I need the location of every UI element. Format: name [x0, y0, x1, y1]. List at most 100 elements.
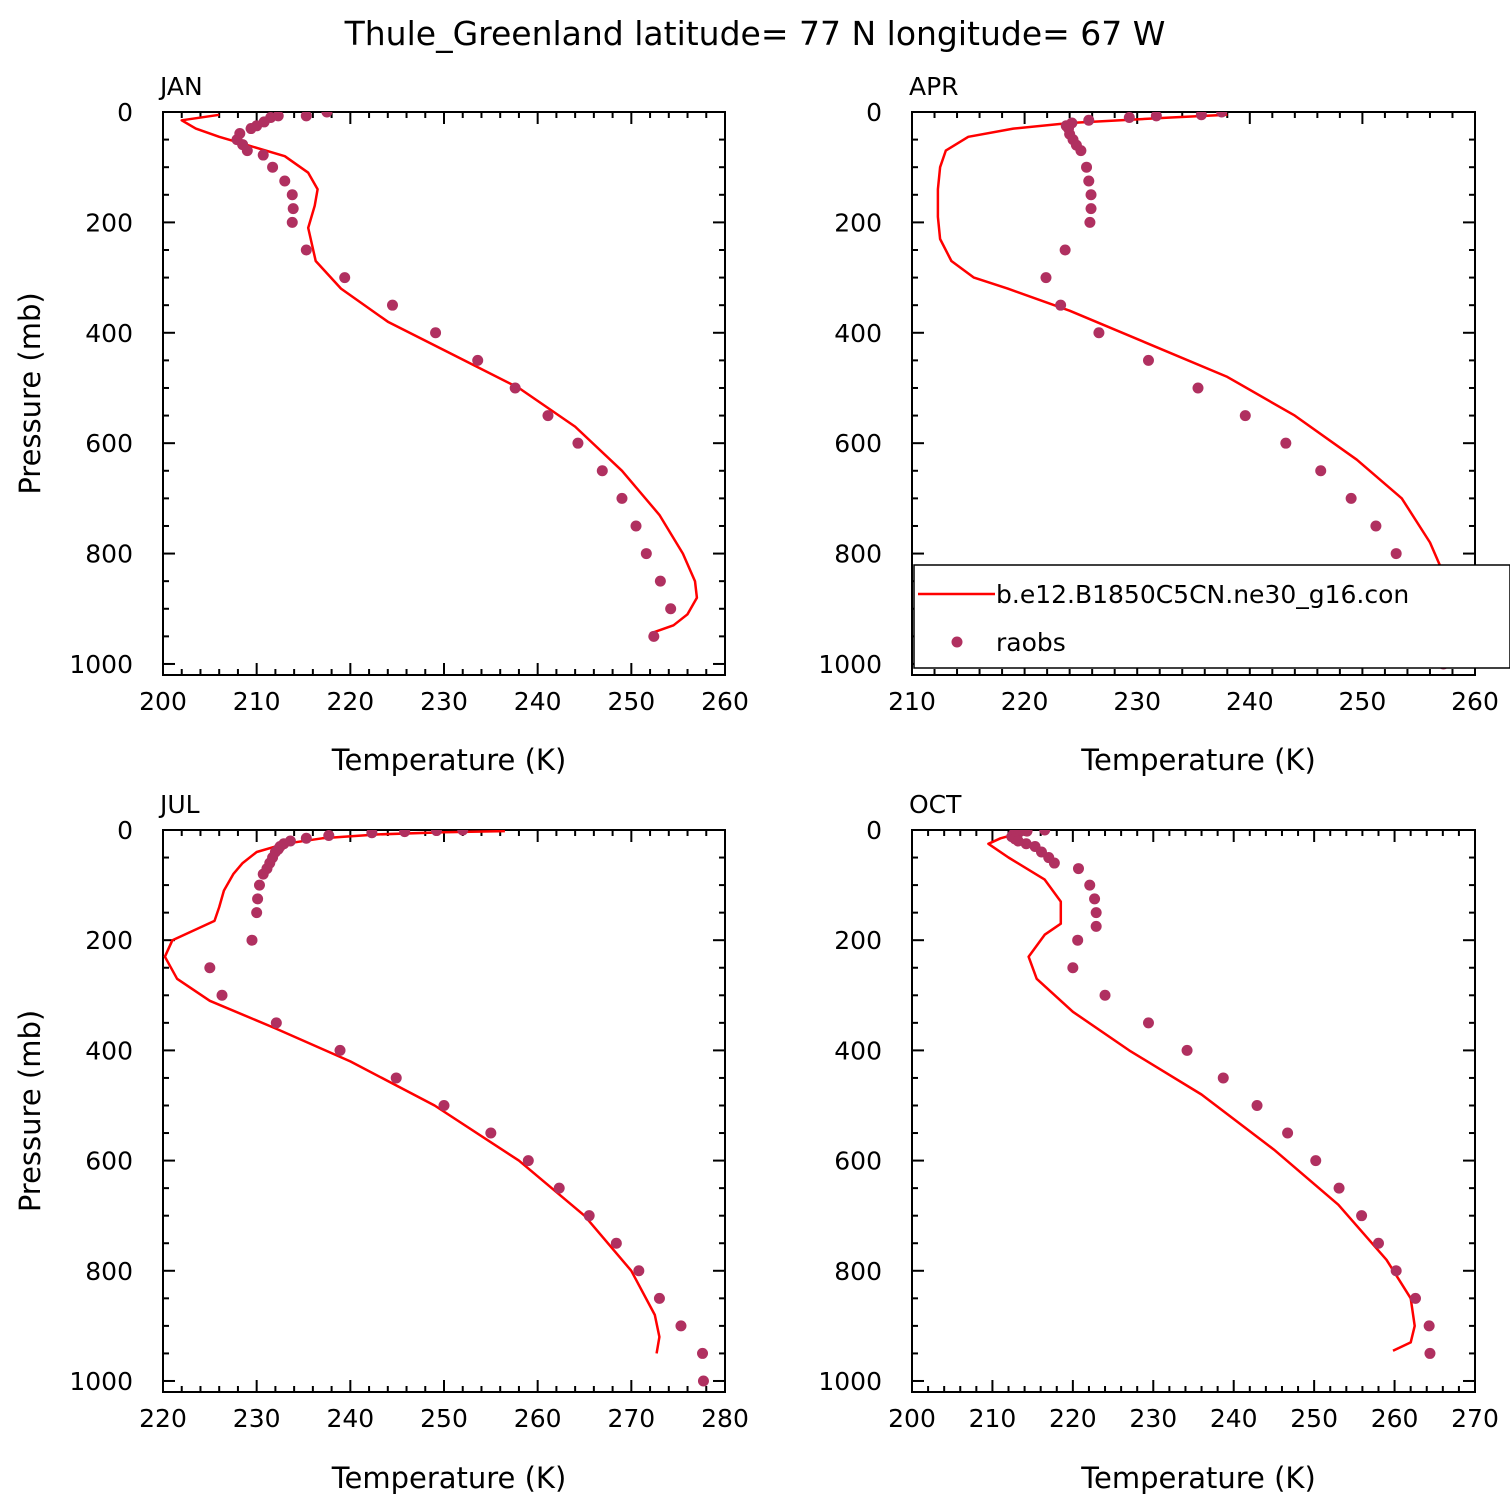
raobs-point	[1195, 112, 1207, 121]
raobs-point	[1084, 216, 1096, 228]
raobs-point	[1216, 112, 1228, 118]
y-tick-label: 800	[834, 1257, 882, 1286]
raobs-point	[1282, 1127, 1294, 1139]
data-layer	[987, 830, 1436, 1359]
y-tick-label: 1000	[69, 650, 133, 679]
raobs-point	[1217, 1072, 1229, 1084]
y-tick-label: 1000	[818, 1367, 882, 1396]
y-tick-label: 400	[834, 1036, 882, 1065]
plot-frame	[911, 111, 1476, 676]
y-axis-label: Pressure (mb)	[13, 292, 47, 494]
raobs-point	[216, 989, 228, 1001]
x-tick-label: 270	[607, 1404, 655, 1433]
x-tick-label: 230	[420, 687, 468, 716]
raobs-point	[553, 1182, 565, 1194]
y-tick-label: 800	[834, 540, 882, 569]
y-tick-label: 800	[85, 540, 133, 569]
raobs-point	[1090, 907, 1102, 919]
raobs-point	[1150, 112, 1162, 122]
raobs-point	[1181, 1044, 1193, 1056]
x-tick-label: 220	[326, 687, 374, 716]
raobs-point	[542, 410, 554, 422]
x-tick-label: 210	[969, 1404, 1017, 1433]
model-line	[936, 113, 1454, 638]
y-tick-label: 400	[834, 319, 882, 348]
raobs-point	[1409, 1292, 1421, 1304]
raobs-point	[1356, 1210, 1368, 1222]
y-tick-label: 400	[85, 1036, 133, 1065]
raobs-point	[1142, 354, 1154, 366]
raobs-point	[279, 175, 291, 187]
y-tick-label: 0	[866, 98, 882, 127]
x-tick-label: 220	[1049, 1404, 1097, 1433]
raobs-point	[654, 575, 666, 587]
raobs-point	[457, 830, 469, 836]
panel-jan: JAN 200 210 220 230 240 250 260 0 200 400 600 800 100…	[13, 72, 749, 777]
raobs-point	[1085, 189, 1097, 201]
raobs-point	[1089, 893, 1101, 905]
raobs-point	[204, 962, 216, 974]
x-tick-label: 230	[1129, 1404, 1177, 1433]
data-layer	[936, 112, 1454, 670]
figure-title: Thule_Greenland latitude= 77 N longitude…	[344, 14, 1166, 53]
x-axis-label: Temperature (K)	[1080, 1461, 1316, 1495]
raobs-point	[630, 520, 642, 532]
y-tick-label: 200	[85, 208, 133, 237]
raobs-point	[431, 830, 443, 837]
y-tick-label: 600	[834, 1147, 882, 1176]
raobs-point	[399, 830, 411, 838]
panel-jul: JUL 220 230 240 250 260 270 280 0 200 400 600 800 100…	[13, 790, 749, 1495]
raobs-point	[257, 868, 269, 880]
raobs-point	[252, 893, 264, 905]
raobs-point	[1345, 492, 1357, 504]
x-axis-label: Temperature (K)	[331, 1461, 567, 1495]
raobs-point	[245, 123, 257, 135]
y-tick-label: 0	[117, 816, 133, 845]
raobs-point	[1251, 1099, 1263, 1111]
x-tick-label: 240	[514, 687, 562, 716]
x-axis-label: Temperature (K)	[1080, 743, 1316, 777]
raobs-point	[1085, 203, 1097, 215]
raobs-point	[1315, 465, 1327, 477]
raobs-point	[1048, 857, 1060, 869]
raobs-point	[1423, 1320, 1435, 1332]
panel-apr: APR 210 220 230 240 250 260 0 200 400 600 800 1000 Te…	[818, 72, 1510, 777]
x-tick-label: 200	[139, 687, 187, 716]
x-tick-label: 220	[1001, 687, 1049, 716]
x-tick-label: 230	[1113, 687, 1161, 716]
y-tick-label: 600	[85, 1147, 133, 1176]
raobs-point	[1333, 1182, 1345, 1194]
raobs-point	[251, 907, 263, 919]
raobs-point	[321, 112, 333, 118]
raobs-point	[1424, 1347, 1436, 1359]
raobs-point	[675, 1320, 687, 1332]
raobs-point	[1072, 863, 1084, 875]
raobs-point	[1020, 838, 1032, 850]
raobs-point	[366, 830, 378, 839]
raobs-point	[1084, 879, 1096, 891]
raobs-point	[386, 299, 398, 311]
x-tick-label: 260	[1451, 687, 1499, 716]
raobs-point	[1372, 1237, 1384, 1249]
raobs-point	[1059, 244, 1071, 256]
y-tick-label: 1000	[818, 650, 882, 679]
raobs-point	[653, 1292, 665, 1304]
raobs-point	[267, 161, 279, 173]
raobs-point	[1072, 934, 1084, 946]
panel-label: APR	[909, 72, 959, 101]
raobs-point	[286, 216, 298, 228]
x-tick-label: 250	[607, 687, 655, 716]
raobs-point	[390, 1072, 402, 1084]
raobs-point	[472, 354, 484, 366]
raobs-point	[1090, 920, 1102, 932]
x-tick-label: 270	[1451, 1404, 1499, 1433]
plot-frame	[162, 111, 726, 676]
x-tick-label: 200	[888, 1404, 936, 1433]
panels: JAN 200 210 220 230 240 250 260 0 200 400 600 800 100…	[13, 72, 1510, 1495]
legend-label-model: b.e12.B1850C5CN.ne30_g16.con	[996, 580, 1409, 609]
legend-label-raobs: raobs	[996, 628, 1066, 657]
raobs-point	[1280, 437, 1292, 449]
x-tick-label: 220	[139, 1404, 187, 1433]
y-tick-label: 0	[117, 98, 133, 127]
